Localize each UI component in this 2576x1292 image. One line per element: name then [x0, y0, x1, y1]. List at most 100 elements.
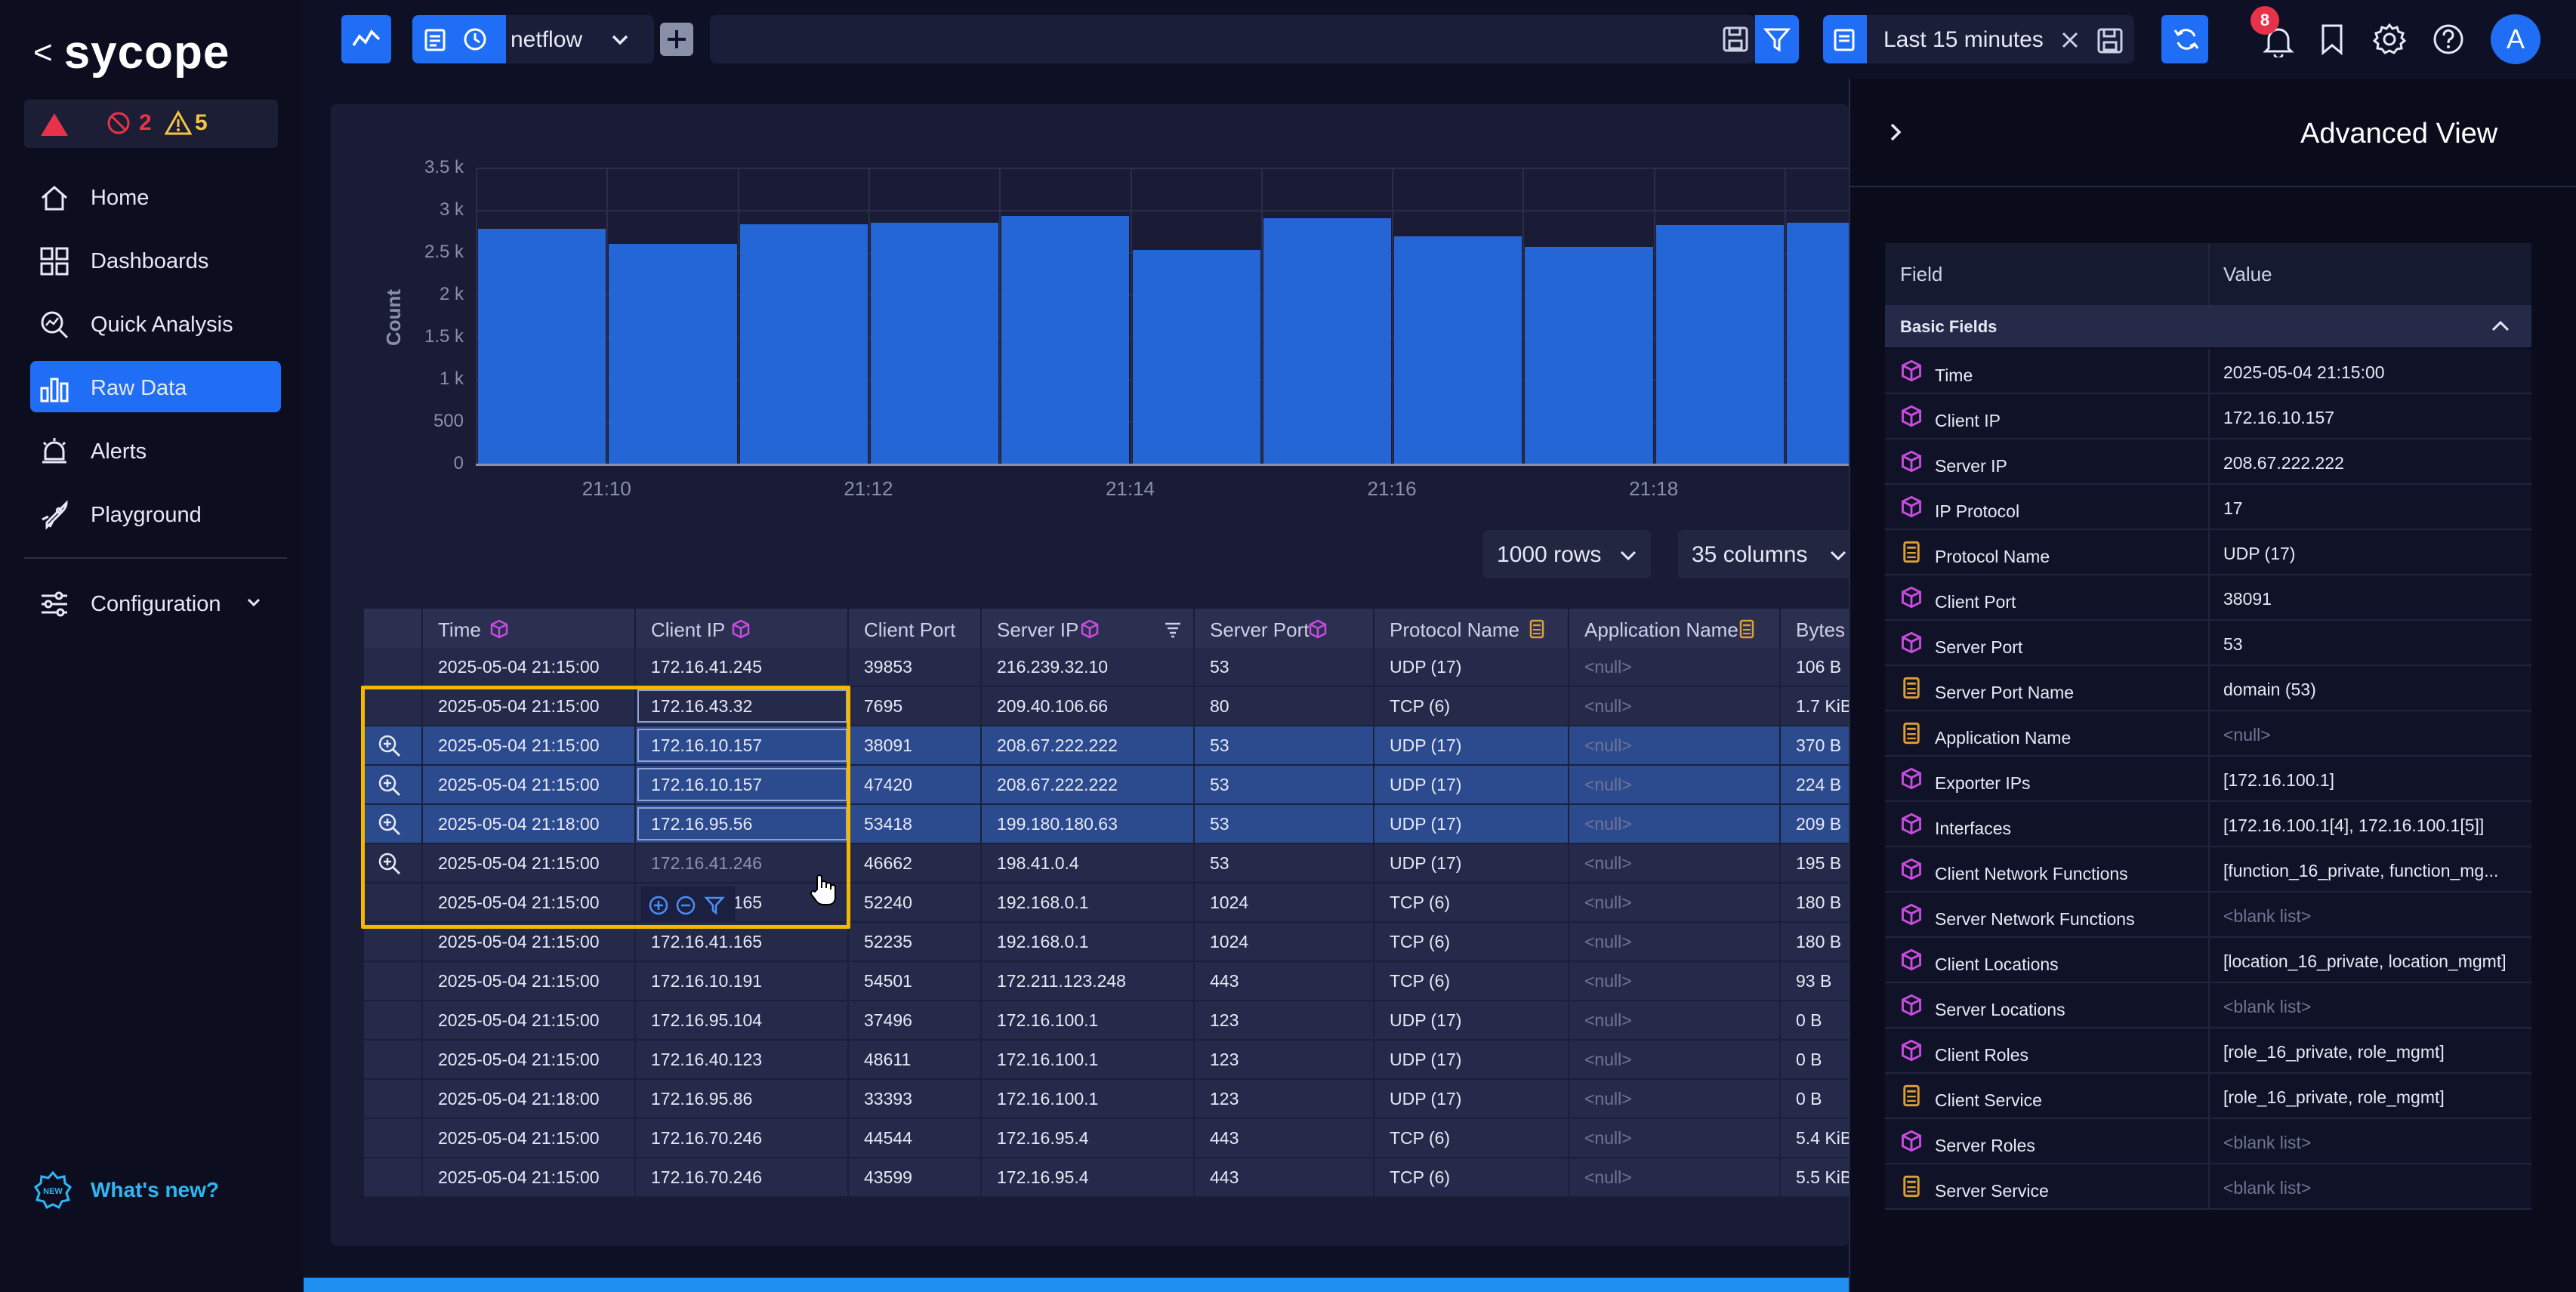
filter-value-icon[interactable]	[704, 895, 725, 916]
collapse-chevron-icon[interactable]: <	[33, 34, 54, 71]
field-row[interactable]: Server Network Functions <blank list>	[1885, 893, 2531, 938]
field-row[interactable]: Server Service <blank list>	[1885, 1164, 2531, 1210]
table-cell[interactable]: 0 B	[1781, 1041, 1849, 1078]
table-cell[interactable]: 208.67.222.222	[982, 726, 1195, 764]
filter-button[interactable]	[1755, 15, 1799, 63]
table-cell[interactable]: 180 B	[1781, 923, 1849, 961]
sort-icon[interactable]	[1163, 619, 1183, 639]
table-cell[interactable]: <null>	[1569, 844, 1781, 882]
table-cell[interactable]: 2025-05-04 21:15:00	[423, 1158, 636, 1196]
table-cell[interactable]: 1024	[1195, 883, 1374, 921]
table-cell[interactable]: 172.16.70.246	[636, 1158, 849, 1196]
exclude-value-icon[interactable]	[675, 895, 696, 916]
table-cell[interactable]: <null>	[1569, 962, 1781, 1000]
sidebar-item-home[interactable]: Home	[30, 171, 281, 222]
table-cell[interactable]: 0 B	[1781, 1001, 1849, 1039]
table-cell[interactable]: <null>	[1569, 648, 1781, 686]
refresh-button[interactable]	[2161, 15, 2208, 63]
datasource-selector[interactable]: netflow	[412, 15, 654, 63]
histogram-bar[interactable]	[1263, 218, 1392, 464]
histogram-bar[interactable]	[1655, 225, 1784, 464]
field-row[interactable]: Server Locations <blank list>	[1885, 983, 2531, 1028]
table-row[interactable]: 2025-05-04 21:15:00 172.16.10.157 38091 208…	[364, 726, 1849, 766]
table-cell[interactable]: <null>	[1569, 923, 1781, 961]
table-cell[interactable]: 180 B	[1781, 883, 1849, 921]
table-cell[interactable]: 46662	[849, 844, 982, 882]
table-cell[interactable]: 199.180.180.63	[982, 805, 1195, 843]
field-row[interactable]: Time 2025-05-04 21:15:00	[1885, 349, 2531, 394]
table-cell[interactable]: 198.41.0.4	[982, 844, 1195, 882]
table-cell[interactable]: TCP (6)	[1374, 1158, 1569, 1196]
bookmark-icon[interactable]	[2318, 23, 2346, 56]
time-preset-button[interactable]	[1823, 15, 1867, 63]
table-row[interactable]: 2025-05-04 21:15:00 172.16.10.157 47420 208…	[364, 766, 1849, 805]
table-cell[interactable]: 192.168.0.1	[982, 923, 1195, 961]
table-cell[interactable]: 2025-05-04 21:18:00	[423, 1080, 636, 1118]
field-row[interactable]: Protocol Name UDP (17)	[1885, 530, 2531, 575]
table-cell[interactable]: UDP (17)	[1374, 648, 1569, 686]
table-cell[interactable]: 172.16.100.1	[982, 1001, 1195, 1039]
table-cell[interactable]: <null>	[1569, 1080, 1781, 1118]
table-cell[interactable]: 54501	[849, 962, 982, 1000]
table-cell[interactable]: 172.16.95.4	[982, 1158, 1195, 1196]
histogram-bar[interactable]	[1525, 247, 1653, 464]
table-cell[interactable]: 443	[1195, 1158, 1374, 1196]
field-row[interactable]: Server Roles <blank list>	[1885, 1119, 2531, 1164]
table-cell[interactable]: 123	[1195, 1001, 1374, 1039]
table-cell[interactable]: 2025-05-04 21:15:00	[423, 687, 636, 725]
field-row[interactable]: Server IP 208.67.222.222	[1885, 439, 2531, 485]
table-cell[interactable]: 5.5 KiB	[1781, 1158, 1849, 1196]
history-icon[interactable]	[461, 26, 489, 53]
table-cell[interactable]: <null>	[1569, 687, 1781, 725]
table-cell[interactable]: UDP (17)	[1374, 1001, 1569, 1039]
table-cell[interactable]: 192.168.0.1	[982, 883, 1195, 921]
field-row[interactable]: Client Locations [location_16_private, lo…	[1885, 938, 2531, 983]
notifications-bell-icon[interactable]	[2263, 23, 2294, 57]
table-cell[interactable]: UDP (17)	[1374, 766, 1569, 803]
table-cell[interactable]: 123	[1195, 1080, 1374, 1118]
table-cell[interactable]: TCP (6)	[1374, 962, 1569, 1000]
table-cell[interactable]: 195 B	[1781, 844, 1849, 882]
table-cell[interactable]: 2025-05-04 21:15:00	[423, 923, 636, 961]
column-header-server-ip[interactable]: Server IP	[982, 609, 1195, 648]
table-row[interactable]: 2025-05-04 21:15:00 172.16.70.246 43599 172…	[364, 1158, 1849, 1198]
chevron-down-icon[interactable]	[609, 29, 631, 51]
table-cell[interactable]: 53	[1195, 648, 1374, 686]
field-row[interactable]: Client Roles [role_16_private, role_mgmt]	[1885, 1028, 2531, 1074]
settings-gear-icon[interactable]	[2373, 23, 2406, 56]
table-cell[interactable]: 172.16.100.1	[982, 1080, 1195, 1118]
table-cell[interactable]: 37496	[849, 1001, 982, 1039]
table-cell[interactable]: 2025-05-04 21:15:00	[423, 883, 636, 921]
table-cell[interactable]: UDP (17)	[1374, 726, 1569, 764]
table-cell[interactable]: 216.239.32.10	[982, 648, 1195, 686]
table-cell[interactable]: 93 B	[1781, 962, 1849, 1000]
table-cell[interactable]: <null>	[1569, 1158, 1781, 1196]
sidebar-item-playground[interactable]: Playground	[30, 488, 281, 539]
table-cell[interactable]: 44544	[849, 1119, 982, 1157]
table-cell[interactable]: <null>	[1569, 766, 1781, 803]
table-cell[interactable]: 33393	[849, 1080, 982, 1118]
close-icon[interactable]	[2059, 29, 2081, 51]
table-cell[interactable]: 52240	[849, 883, 982, 921]
table-cell[interactable]: 2025-05-04 21:15:00	[423, 726, 636, 764]
field-row[interactable]: Exporter IPs [172.16.100.1]	[1885, 757, 2531, 802]
table-cell[interactable]: 1.7 KiB	[1781, 687, 1849, 725]
field-row[interactable]: Client IP 172.16.10.157	[1885, 394, 2531, 439]
table-cell[interactable]: <null>	[1569, 1119, 1781, 1157]
table-cell[interactable]: TCP (6)	[1374, 687, 1569, 725]
table-cell[interactable]: 2025-05-04 21:15:00	[423, 1001, 636, 1039]
column-header-bytes[interactable]: Bytes	[1781, 609, 1849, 648]
zoom-in-icon[interactable]	[378, 852, 402, 876]
saved-query-icon[interactable]	[421, 26, 450, 53]
histogram-bar[interactable]	[1132, 249, 1260, 464]
table-cell[interactable]: TCP (6)	[1374, 1119, 1569, 1157]
sidebar-item-raw-data[interactable]: Raw Data	[30, 361, 281, 412]
table-cell[interactable]: 2025-05-04 21:18:00	[423, 805, 636, 843]
help-icon[interactable]	[2432, 23, 2465, 56]
table-cell[interactable]: 53	[1195, 726, 1374, 764]
table-cell[interactable]: UDP (17)	[1374, 805, 1569, 843]
table-cell[interactable]: 53418	[849, 805, 982, 843]
table-cell[interactable]: 443	[1195, 962, 1374, 1000]
table-row[interactable]: 2025-05-04 21:18:00 172.16.95.86 33393 172.…	[364, 1080, 1849, 1119]
table-cell[interactable]: 172.16.10.157	[636, 726, 849, 764]
